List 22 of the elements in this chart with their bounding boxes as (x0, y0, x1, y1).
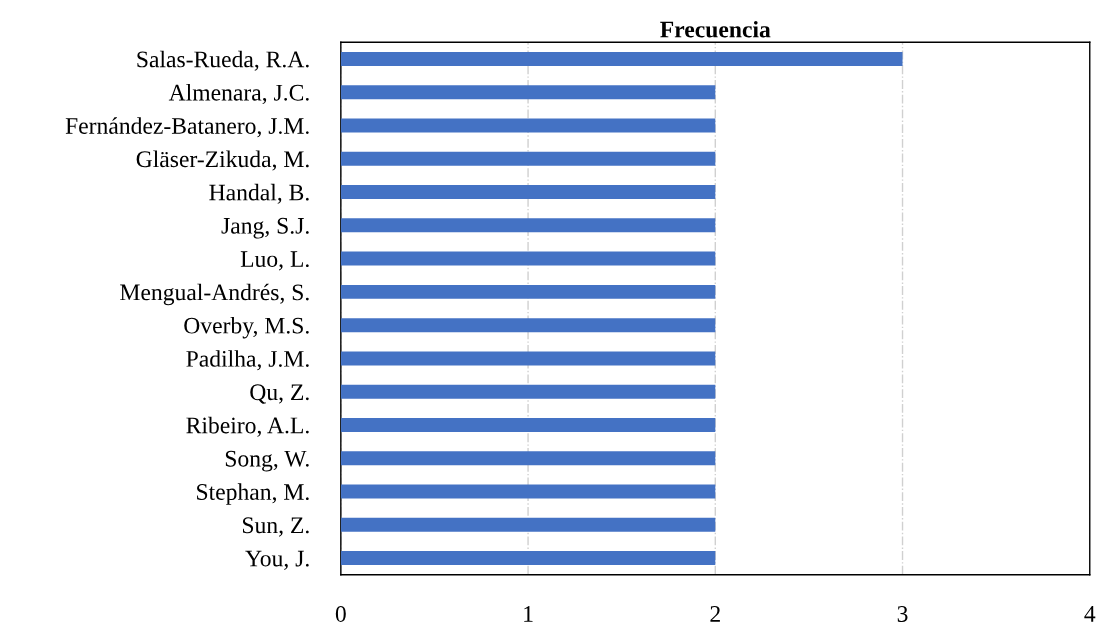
x-tick-label: 2 (710, 606, 720, 622)
y-tick-label: Gläser-Zikuda, M. (136, 150, 309, 171)
y-tick-label: Jang, S.J. (221, 217, 309, 239)
y-tick-label: Song, W. (225, 450, 309, 472)
y-tick-label: Handal, B. (209, 183, 309, 204)
y-tick-label: Fernández-Batanero, J.M. (65, 117, 309, 138)
chart-title: Frecuencia (660, 20, 771, 38)
y-tick-label: You, J. (245, 550, 309, 570)
y-tick-label: Qu, Z. (250, 384, 309, 404)
y-tick-label: Ribeiro, A.L. (186, 416, 309, 437)
x-tick-label: 1 (524, 606, 533, 622)
x-tick-label: 0 (335, 605, 346, 622)
y-tick-label: Salas-Rueda, R.A. (137, 50, 309, 71)
y-tick-label: Stephan, M. (197, 483, 309, 505)
x-tick-label: 4 (1084, 606, 1096, 622)
y-tick-label: Padilha, J.M. (186, 350, 309, 371)
y-tick-label: Luo, L. (240, 251, 309, 271)
x-tick-label: 3 (897, 606, 908, 622)
y-tick-label: Overby, M.S. (184, 316, 309, 339)
y-tick-label: Mengual-Andrés, S. (120, 283, 309, 306)
y-tick-label: Almenara, J.C. (168, 84, 309, 105)
y-tick-label: Sun, Z. (242, 517, 309, 537)
